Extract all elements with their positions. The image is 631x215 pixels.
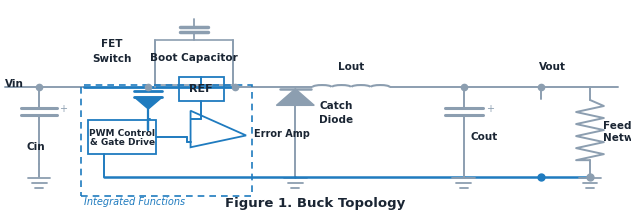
Text: Cout: Cout xyxy=(470,132,497,141)
Text: PWM Control: PWM Control xyxy=(90,129,155,138)
Text: Figure 1. Buck Topology: Figure 1. Buck Topology xyxy=(225,197,406,210)
Text: +: + xyxy=(486,104,494,114)
Text: Integrated Functions: Integrated Functions xyxy=(84,197,185,207)
Text: Boot Capacitor: Boot Capacitor xyxy=(150,53,238,63)
Bar xyxy=(88,120,156,154)
Bar xyxy=(81,85,252,196)
Text: Diode: Diode xyxy=(319,115,353,125)
Polygon shape xyxy=(134,97,162,109)
Text: Vin: Vin xyxy=(5,79,24,89)
Text: Catch: Catch xyxy=(319,101,353,111)
Bar xyxy=(179,77,224,101)
Polygon shape xyxy=(276,89,314,105)
Text: +: + xyxy=(59,104,68,114)
Text: Switch: Switch xyxy=(92,54,131,64)
Text: Lout: Lout xyxy=(338,62,364,72)
Text: Error Amp: Error Amp xyxy=(254,129,310,139)
Text: FET: FET xyxy=(101,39,122,49)
Text: Feedback
Network: Feedback Network xyxy=(603,121,631,143)
Text: & Gate Drive: & Gate Drive xyxy=(90,138,155,147)
Text: Vout: Vout xyxy=(539,62,565,72)
Text: Cin: Cin xyxy=(27,142,45,152)
Text: REF: REF xyxy=(189,84,213,94)
Bar xyxy=(155,40,233,85)
